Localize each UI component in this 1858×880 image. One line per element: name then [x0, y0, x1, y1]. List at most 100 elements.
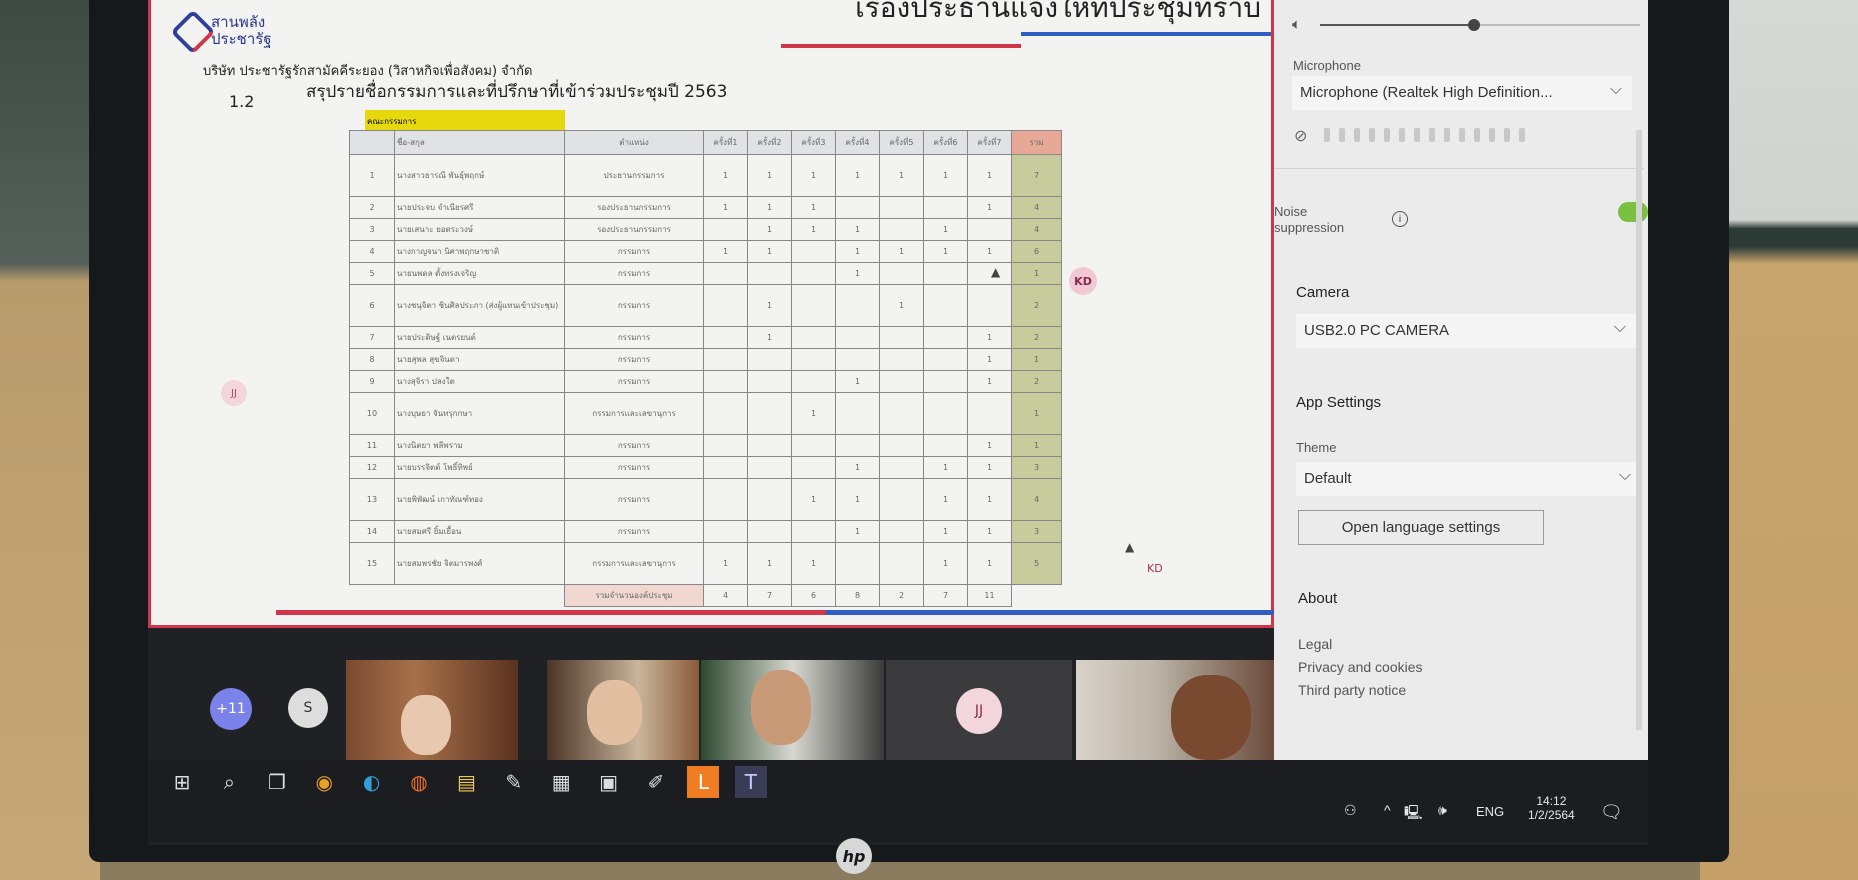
table-row: 4 นางกาญจนา นิศาพฤกษาชาติ กรรมการ 1 1 1 1 1 1 6	[349, 240, 1062, 263]
attendance-cell: 1	[791, 392, 836, 435]
clock[interactable]: 14:12 1/2/2564	[1528, 794, 1575, 822]
participant-face	[587, 680, 642, 745]
file-explorer-icon[interactable]: ▤	[456, 770, 476, 794]
clock-time: 14:12	[1536, 794, 1567, 808]
teams-icon[interactable]: T	[734, 766, 767, 798]
session-total: 4	[703, 584, 748, 607]
attendance-cell	[791, 284, 836, 327]
row-number: 5	[349, 262, 395, 285]
open-language-settings-button[interactable]: Open language settings	[1298, 510, 1544, 545]
attendance-cell: 1	[703, 196, 748, 219]
row-total: 2	[1011, 370, 1062, 393]
totals-row: รวมจำนวนองค์ประชุม 4 7 6 8 2 7 11	[350, 584, 1062, 607]
firefox-icon[interactable]: ◍	[410, 770, 428, 794]
info-icon[interactable]: i	[1392, 211, 1408, 227]
session-total: 7	[747, 584, 792, 607]
attendance-cell	[923, 326, 968, 349]
table-row: 7 นายประดิษฐ์ เนตรยนต์ กรรมการ 1 1 2	[349, 326, 1062, 349]
mic-level-bar	[1429, 128, 1435, 142]
member-position: กรรมการและเลขานุการ	[564, 542, 704, 585]
participant-video-2[interactable]	[547, 660, 699, 760]
totals-label: รวมจำนวนองค์ประชุม	[564, 584, 704, 607]
row-total: 1	[1011, 262, 1062, 285]
attendance-table: ชื่อ-สกุล ตำแหน่ง ครั้งที่1 ครั้งที่2 ครั้งท…	[349, 130, 1062, 607]
show-hidden-icons-chevron[interactable]: ^	[1384, 802, 1391, 818]
table-row: 5 นายนพดล ตั้งทรงเจริญ กรรมการ 1 1	[349, 262, 1062, 285]
participant-avatar-jj: JJ	[956, 688, 1002, 734]
theme-dropdown[interactable]: Default ⌵	[1296, 462, 1641, 496]
speaker-volume-slider[interactable]	[1320, 19, 1640, 31]
session-total: 7	[923, 584, 968, 607]
input-language[interactable]: ENG	[1476, 804, 1505, 819]
calculator-icon[interactable]: ▦	[551, 770, 571, 794]
volume-icon[interactable]: 🕪︎	[1438, 802, 1447, 818]
column-header: ชื่อ-สกุล	[394, 130, 565, 155]
member-name: นายเสนาะ ยอดระวงษ์	[394, 218, 565, 241]
participant-video-1[interactable]	[346, 660, 518, 760]
participant-video-jj[interactable]: JJ	[886, 660, 1072, 760]
session-total: 6	[791, 584, 836, 607]
speaker-icon: 🔈︎	[1292, 16, 1302, 33]
attendance-cell: 1	[967, 240, 1012, 263]
edge-icon[interactable]: ◐	[362, 770, 381, 794]
notification-center-icon[interactable]: 🗨︎	[1600, 802, 1623, 822]
about-heading: About	[1298, 590, 1338, 607]
people-icon[interactable]: ⚇	[1344, 802, 1357, 818]
panel-scrollbar[interactable]	[1636, 130, 1642, 730]
attendance-cell	[791, 370, 836, 393]
participant-video-4[interactable]	[1076, 660, 1274, 760]
legal-link[interactable]: Legal	[1298, 636, 1333, 652]
participant-face	[751, 670, 811, 745]
paint-icon[interactable]: ✎	[505, 770, 523, 794]
attendance-cell	[835, 392, 880, 435]
paint-brush-icon[interactable]: ✐	[647, 770, 665, 794]
logo-line2: ประชารัฐ	[211, 30, 272, 48]
network-icon[interactable]: 🖳︎	[1404, 804, 1423, 820]
table-row: 10 นางบุษยา จันทรุกกษา กรรมการและเลขานุการ…	[349, 392, 1062, 435]
attendance-cell	[791, 434, 836, 457]
app-icon[interactable]: ▣	[599, 770, 619, 794]
overlay-avatar-jj: JJ	[221, 380, 247, 406]
mic-level-bar	[1354, 128, 1360, 142]
member-position: กรรมการ	[564, 262, 704, 285]
mic-level-bar	[1399, 128, 1405, 142]
volume-slider-thumb[interactable]	[1467, 19, 1480, 31]
attendance-cell	[923, 370, 968, 393]
noise-suppression-toggle[interactable]	[1618, 202, 1648, 222]
more-participants-button[interactable]: +11	[210, 688, 252, 730]
row-number: 11	[349, 434, 395, 457]
task-view-icon[interactable]: ❐	[267, 770, 286, 794]
member-name: นายสมศรี ยิ้มเยื้อน	[394, 520, 565, 543]
windows-start-icon[interactable]: ⊞	[173, 770, 191, 794]
row-number: 12	[349, 456, 395, 479]
chrome-icon[interactable]: ◉	[315, 770, 333, 794]
shared-screen-slide: สานพลัง ประชารัฐ เรื่องประธานแจ้งให้ที่ป…	[148, 0, 1277, 628]
privacy-link[interactable]: Privacy and cookies	[1298, 659, 1423, 675]
row-number: 10	[349, 392, 395, 435]
table-row: 2 นายประจบ จำเนียรศรี รองประธานกรรมการ 1 1 1 1…	[349, 196, 1062, 219]
participant-avatar-s[interactable]: S	[288, 688, 328, 728]
search-icon[interactable]: ⌕	[223, 770, 235, 794]
participant-video-3[interactable]	[701, 660, 884, 760]
attendance-cell: 1	[967, 154, 1012, 197]
table-row: 15 นายสมพรชัย จิตมารพงศ์ กรรมการและเลขานุก…	[349, 542, 1062, 585]
microphone-dropdown[interactable]: Microphone (Realtek High Definition... ⌵	[1292, 76, 1632, 110]
attendance-cell	[703, 478, 748, 521]
attendance-cell: 1	[747, 154, 792, 197]
column-header: ครั้งที่6	[923, 130, 968, 155]
member-name: นายสมพรชัย จิตมารพงศ์	[394, 542, 565, 585]
member-name: นางสาวธารณี พันธุ์พฤกษ์	[394, 154, 565, 197]
row-number: 15	[349, 542, 395, 585]
attendance-cell	[703, 326, 748, 349]
member-position: กรรมการ	[564, 370, 704, 393]
third-party-notice-link[interactable]: Third party notice	[1298, 682, 1407, 698]
row-total: 4	[1011, 218, 1062, 241]
attendance-cell	[923, 262, 968, 285]
mic-level-bar	[1414, 128, 1420, 142]
camera-dropdown[interactable]: USB2.0 PC CAMERA ⌵	[1296, 314, 1636, 348]
attendance-cell: 1	[835, 262, 880, 285]
mic-level-meter	[1324, 128, 1525, 142]
row-total: 1	[1011, 392, 1062, 435]
member-position: กรรมการ	[564, 348, 704, 371]
line-icon[interactable]: L	[687, 766, 720, 798]
